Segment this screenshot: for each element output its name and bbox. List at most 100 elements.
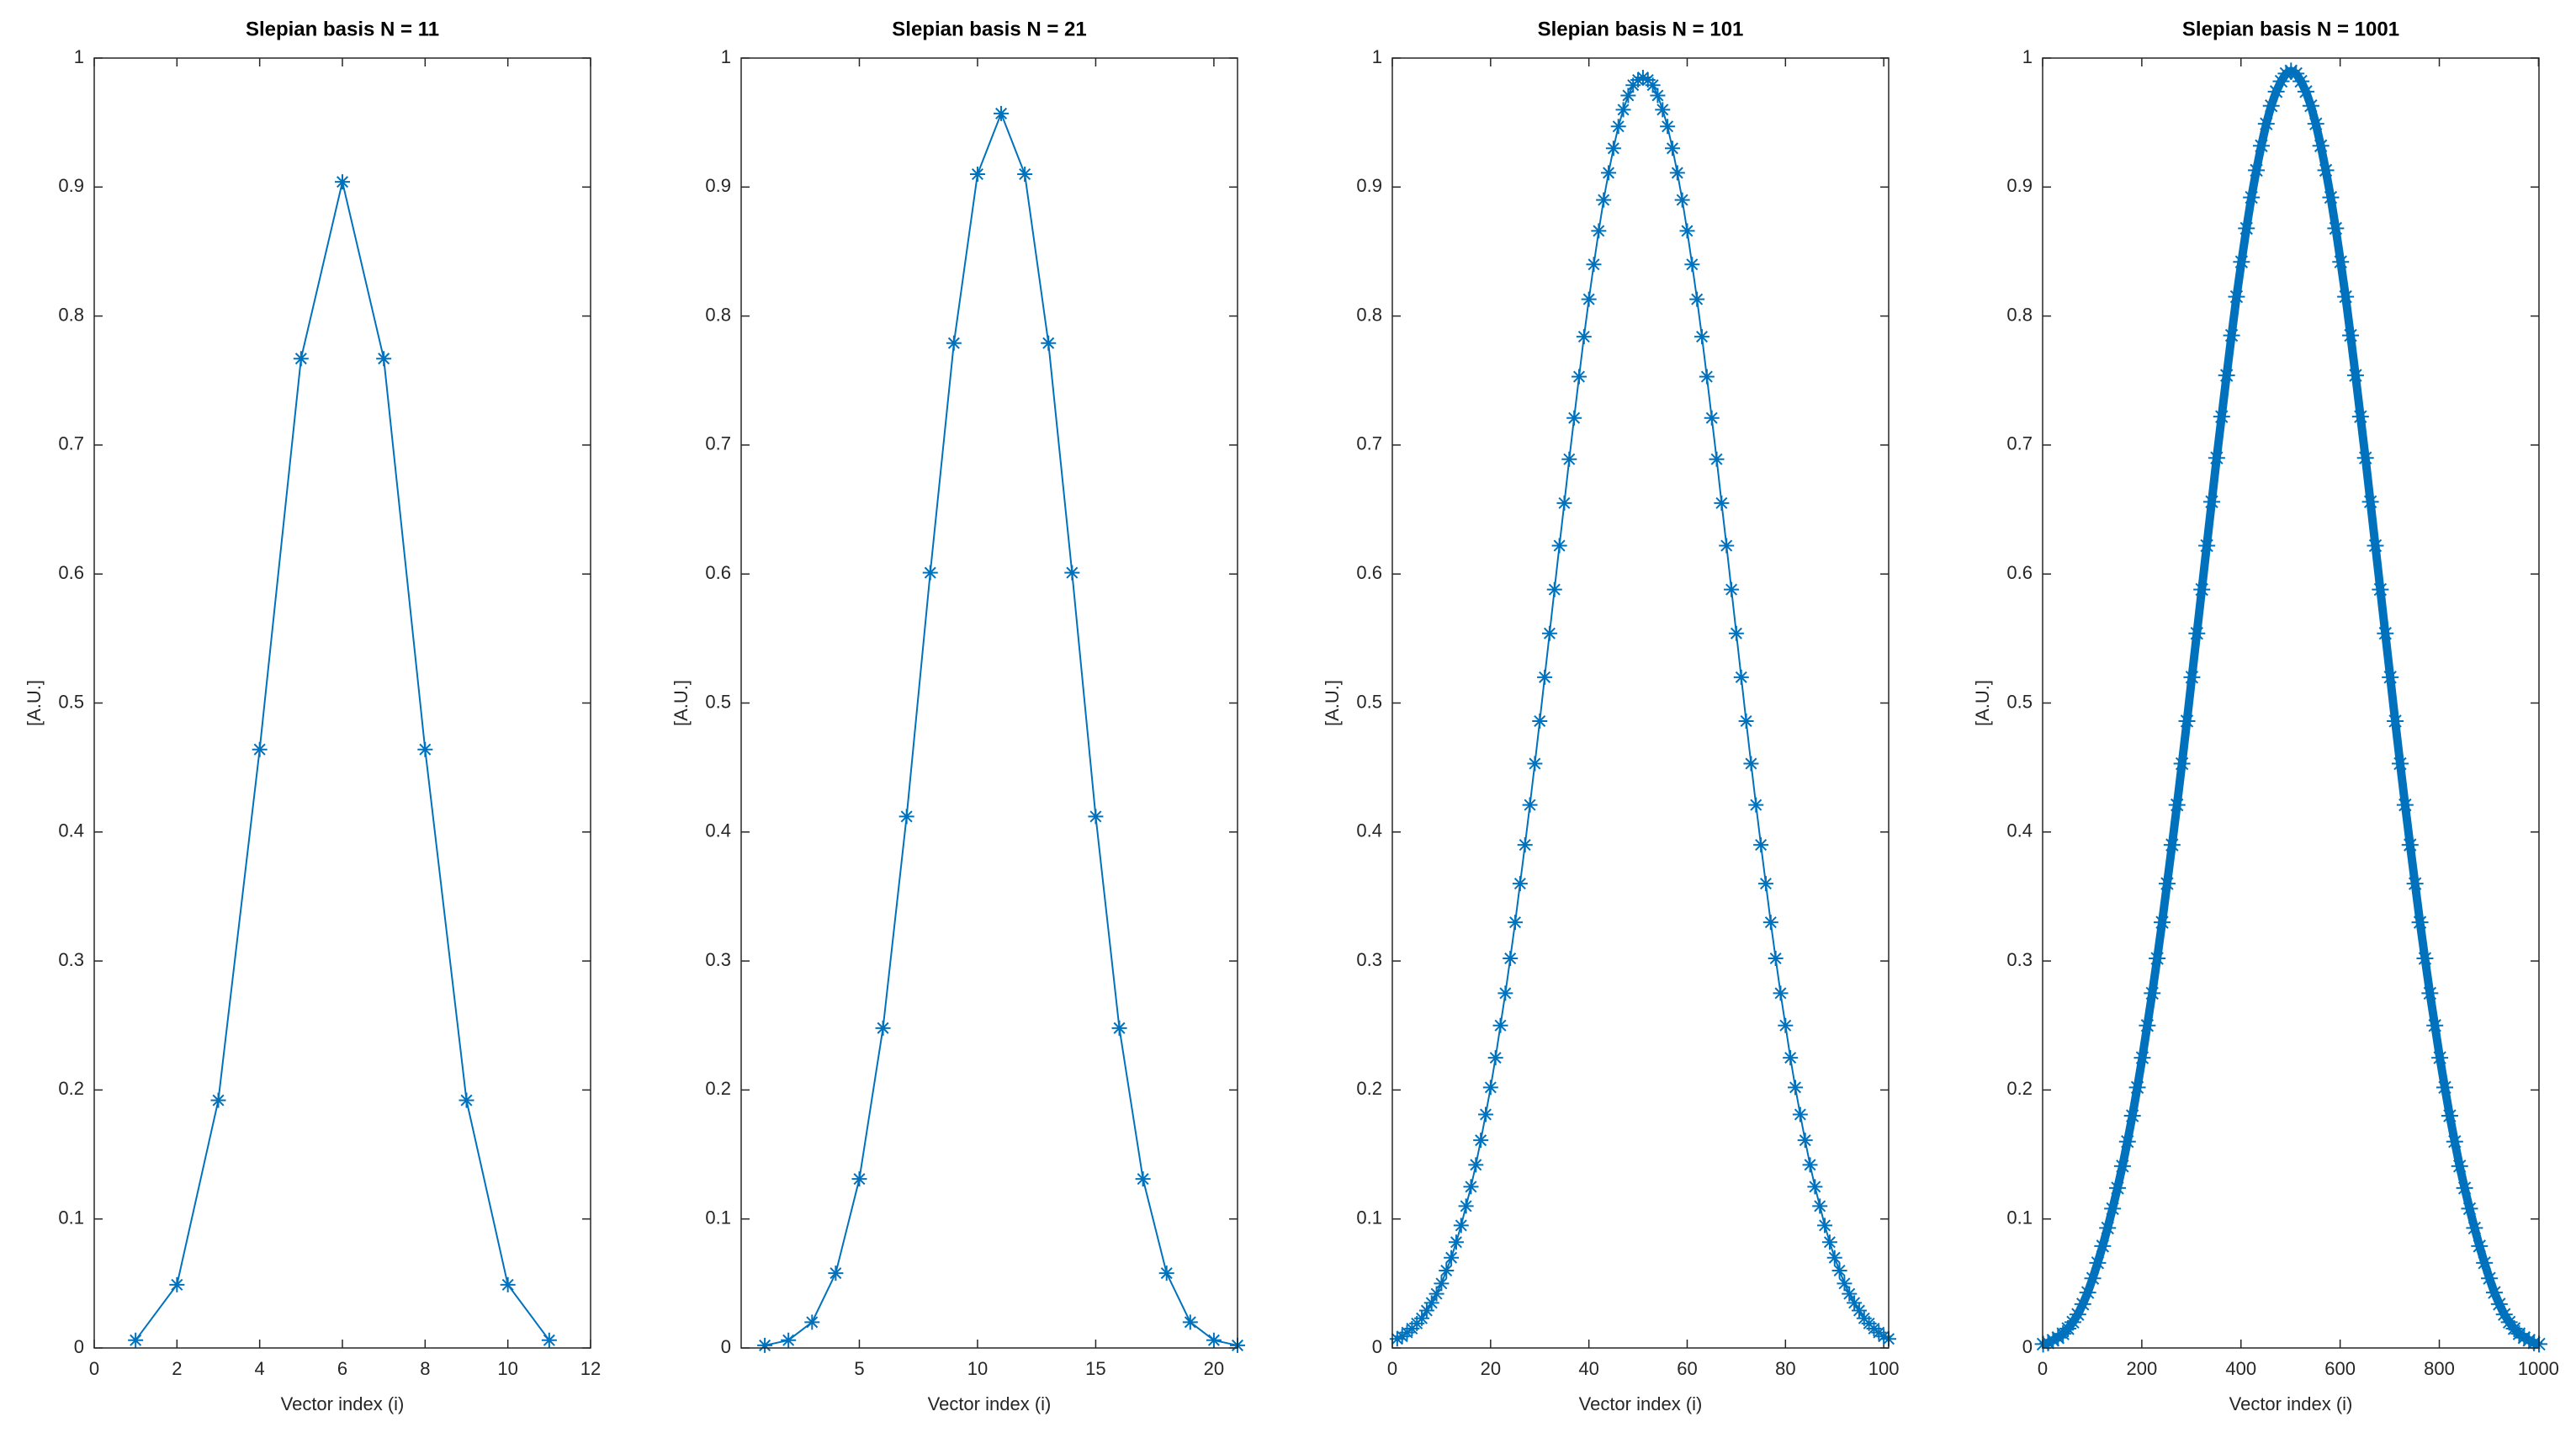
x-tick-label: 80: [1775, 1358, 1795, 1379]
data-marker: [2238, 220, 2255, 237]
y-tick-label: 0.6: [705, 562, 731, 583]
axes-background: [1392, 58, 1889, 1348]
subplot: 0 0.1 0.2 0.3 0.4 0.5 0.6 0.7 0.8 0.9 1 0 200 400 600 8…: [1972, 18, 2559, 1414]
y-tick-label: 0.6: [1356, 562, 1382, 583]
data-marker: [2277, 65, 2295, 82]
data-marker: [1571, 369, 1587, 385]
data-marker: [2421, 984, 2439, 1002]
y-tick-label: 0.4: [2006, 820, 2033, 841]
data-marker: [1728, 625, 1744, 641]
y-tick-label: 0.9: [2006, 175, 2033, 196]
y-tick-label: 0.8: [58, 304, 84, 325]
data-marker: [1674, 192, 1690, 208]
data-marker: [1182, 1314, 1198, 1330]
data-marker: [2476, 1254, 2494, 1271]
data-marker: [1778, 1017, 1794, 1033]
data-marker: [2084, 1270, 2102, 1287]
data-marker: [2183, 668, 2201, 686]
data-marker: [500, 1276, 516, 1292]
data-marker: [1762, 915, 1778, 931]
data-marker: [1423, 1295, 1439, 1311]
data-marker: [2163, 836, 2181, 854]
x-tick-label: 40: [1578, 1358, 1598, 1379]
y-tick-label: 0: [1372, 1336, 1382, 1357]
data-marker: [1783, 1050, 1799, 1066]
data-marker: [2168, 796, 2186, 814]
y-tick-label: 1: [2022, 46, 2033, 67]
data-marker: [2481, 1270, 2499, 1287]
data-marker: [2248, 162, 2266, 179]
x-tick-label: 4: [255, 1358, 265, 1379]
y-tick-label: 0.7: [1356, 433, 1382, 454]
data-marker: [1807, 1179, 1823, 1195]
y-tick-label: 1: [74, 46, 84, 67]
subplot: 00.10.20.30.40.50.60.70.80.915 10 15 20Slep…: [671, 18, 1245, 1414]
data-marker: [1851, 1303, 1867, 1319]
data-marker: [1561, 451, 1577, 467]
y-tick-label: 0.7: [705, 433, 731, 454]
data-marker: [898, 809, 914, 825]
x-tick-label: 0: [89, 1358, 99, 1379]
data-marker: [458, 1092, 474, 1108]
data-marker: [1768, 951, 1784, 967]
data-marker: [1537, 669, 1553, 685]
data-marker: [2243, 188, 2261, 206]
y-tick-label: 0.3: [58, 949, 84, 970]
data-marker: [1503, 951, 1519, 967]
x-tick-label: 20: [1481, 1358, 1501, 1379]
data-marker: [1111, 1020, 1127, 1036]
data-marker: [1699, 369, 1715, 385]
data-marker: [2351, 408, 2369, 426]
data-marker: [1487, 1050, 1503, 1066]
y-axis-label: [A.U.]: [1972, 680, 1993, 726]
y-tick-label: 0.3: [1356, 949, 1382, 970]
y-tick-label: 0.1: [2006, 1207, 2033, 1228]
data-marker: [1837, 1276, 1852, 1292]
data-marker: [1468, 1157, 1484, 1173]
y-tick-label: 0.8: [2006, 304, 2033, 325]
y-tick-label: 0.1: [1356, 1207, 1382, 1228]
data-marker: [2267, 82, 2285, 100]
data-marker: [1620, 88, 1636, 103]
data-marker: [2272, 72, 2290, 90]
data-marker: [2287, 65, 2305, 82]
data-marker: [1714, 495, 1730, 511]
x-axis-label: Vector index (i): [281, 1393, 405, 1414]
data-marker: [2094, 1237, 2112, 1255]
data-marker: [1724, 581, 1740, 597]
y-tick-label: 0.1: [705, 1207, 731, 1228]
x-tick-label: 10: [967, 1358, 988, 1379]
data-marker: [1492, 1017, 1508, 1033]
y-axis-label: [A.U.]: [1322, 680, 1343, 726]
data-marker: [1821, 1234, 1837, 1250]
data-marker: [2406, 875, 2424, 893]
data-marker: [1753, 837, 1769, 853]
data-marker: [1615, 102, 1631, 118]
data-marker: [2441, 1107, 2458, 1125]
data-marker: [1596, 192, 1612, 208]
y-tick-label: 0.4: [705, 820, 731, 841]
y-tick-label: 0.5: [58, 691, 84, 712]
data-marker: [1812, 1198, 1828, 1214]
y-axis-label: [A.U.]: [671, 680, 692, 726]
data-marker: [1566, 410, 1582, 426]
data-marker: [1660, 119, 1676, 135]
data-marker: [2173, 755, 2191, 772]
x-axis-label: Vector index (i): [1579, 1393, 1703, 1414]
y-axis-label: [A.U.]: [24, 680, 45, 726]
data-marker: [1689, 291, 1705, 307]
x-tick-label: 0: [1387, 1358, 1397, 1379]
data-marker: [1802, 1157, 1818, 1173]
data-marker: [1738, 713, 1754, 729]
y-tick-label: 0.4: [1356, 820, 1382, 841]
data-marker: [757, 1337, 773, 1353]
axes-box: [2042, 57, 2540, 1349]
data-marker: [2208, 449, 2225, 467]
data-marker: [1463, 1179, 1479, 1195]
chart-title: Slepian basis N = 1001: [2182, 18, 2399, 40]
data-marker: [2118, 1133, 2136, 1150]
y-tick-label: 0.7: [58, 433, 84, 454]
data-marker: [1679, 223, 1695, 239]
y-tick-label: 0.9: [705, 175, 731, 196]
